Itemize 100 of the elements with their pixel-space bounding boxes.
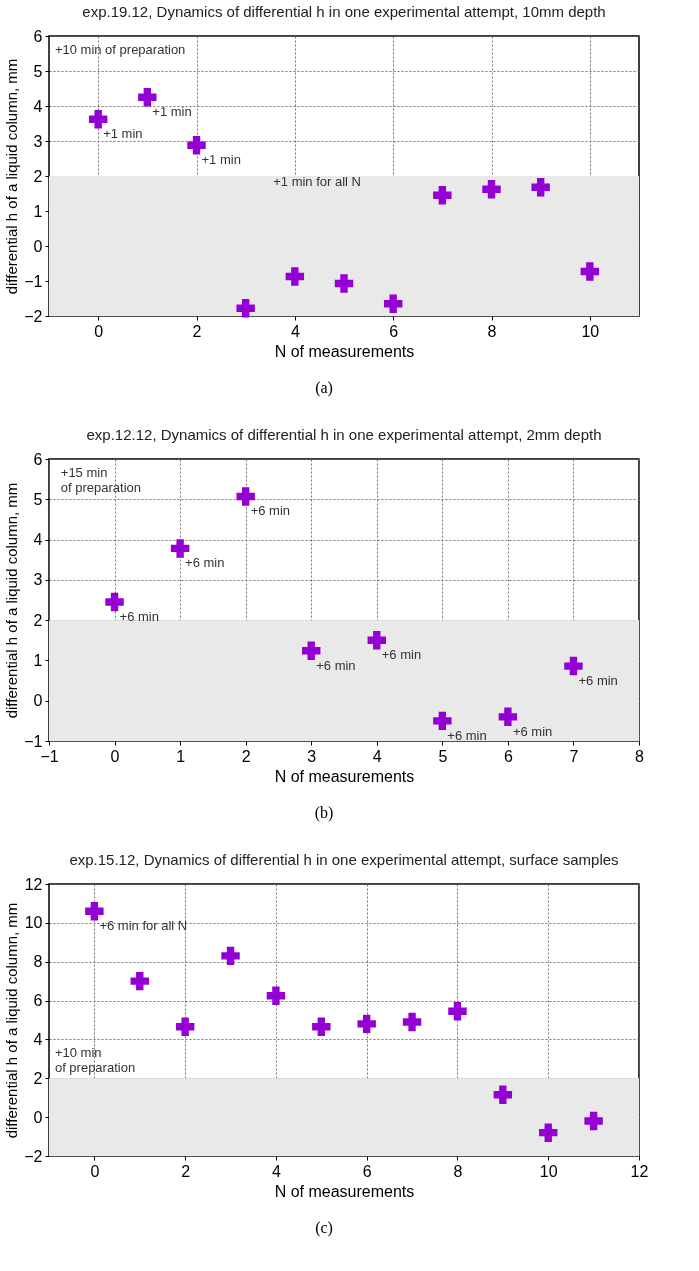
y-tick-label: −2: [24, 307, 43, 325]
point: [105, 592, 124, 612]
y-tick-label: 3: [33, 571, 43, 589]
annotation: +6 min: [447, 727, 487, 743]
x-tick-label: 2: [241, 747, 251, 765]
y-tick-label: 5: [33, 62, 43, 80]
point: [130, 971, 149, 991]
text: (c): [315, 1219, 333, 1237]
point: [539, 1123, 558, 1142]
x-tick-label: 4: [372, 747, 382, 765]
chart-title: exp.19.12, Dynamics of differential h in one experimental attempt, 10mm depth: [82, 3, 606, 20]
point: [531, 177, 550, 197]
annotation: +1 min: [201, 152, 241, 168]
point: [383, 294, 403, 313]
point: [580, 262, 600, 281]
x-tick-label: 8: [487, 322, 497, 340]
annotation: +10 min of preparation: [54, 42, 186, 58]
point: [88, 110, 108, 129]
text: (a): [315, 379, 333, 397]
point: [584, 1111, 603, 1131]
point: [175, 1017, 195, 1037]
y-tick-label: 3: [33, 132, 43, 150]
y-tick-label: 4: [33, 1030, 43, 1048]
x-tick-label: 2: [181, 1162, 191, 1180]
y-tick-label: 2: [33, 167, 43, 185]
y-tick-label: 2: [33, 1069, 43, 1087]
x-tick-label: 4: [271, 1162, 281, 1180]
x-tick-label: 8: [453, 1162, 463, 1180]
point: [357, 1014, 376, 1034]
x-axis-title: N of measurements: [274, 1182, 415, 1200]
point: [498, 707, 518, 727]
point: [433, 186, 452, 205]
x-tick-label: 7: [569, 747, 579, 765]
y-tick-label: −1: [24, 272, 43, 290]
point: [482, 180, 501, 199]
y-tick-label: −1: [24, 732, 43, 750]
point: [236, 487, 255, 506]
point: [138, 88, 157, 107]
annotation: +6 min: [578, 673, 618, 689]
x-tick-label: 12: [630, 1162, 649, 1180]
point: [170, 539, 190, 558]
point: [302, 641, 321, 660]
annotation: +6 min: [185, 555, 225, 571]
y-tick-label: 5: [33, 490, 43, 508]
point: [402, 1012, 422, 1032]
y-tick-label: 6: [33, 992, 43, 1010]
y-axis-title: differential h of a liquid column, mm: [3, 482, 21, 719]
point: [236, 299, 255, 318]
annotation: +6 min for all N: [99, 918, 188, 934]
y-tick-label: 4: [33, 97, 43, 115]
annotation: +1 min: [103, 126, 143, 142]
point: [493, 1085, 513, 1105]
x-tick-label: 1: [176, 747, 186, 765]
y-tick-label: 0: [33, 692, 43, 710]
x-tick-label: 8: [635, 747, 645, 765]
annotation: +15 min of preparation: [60, 465, 142, 496]
point: [448, 1002, 467, 1021]
text: (b): [314, 804, 334, 822]
x-tick-label: 6: [389, 322, 399, 340]
x-tick-label: 3: [307, 747, 317, 765]
y-tick-label: 0: [33, 1108, 43, 1126]
x-tick-label: 5: [438, 747, 448, 765]
x-tick-label: 0: [90, 1162, 100, 1180]
annotation: +6 min: [381, 647, 422, 663]
point: [266, 986, 286, 1005]
annotation: +6 min: [512, 723, 553, 739]
point: [367, 631, 386, 650]
y-tick-label: 1: [33, 651, 43, 669]
point: [564, 656, 583, 676]
y-tick-label: 1: [33, 202, 43, 220]
point: [187, 135, 206, 155]
x-tick-label: 4: [290, 322, 300, 340]
annotation: +10 min of preparation: [54, 1045, 136, 1076]
point: [221, 946, 240, 966]
chart-title: exp.15.12, Dynamics of differential h in one experimental attempt, surface samples: [69, 851, 619, 868]
point: [85, 901, 104, 921]
x-axis-title: N of measurements: [274, 342, 415, 360]
annotation: +1 min for all N: [273, 174, 361, 189]
y-tick-label: 8: [33, 953, 43, 971]
y-axis-title: differential h of a liquid column, mm: [3, 58, 21, 295]
y-tick-label: 2: [33, 611, 43, 629]
chart-title: exp.12.12, Dynamics of differential h in one experimental attempt, 2mm depth: [86, 426, 602, 443]
annotation: +1 min: [152, 104, 192, 120]
x-tick-label: 10: [539, 1162, 558, 1180]
annotation: +6 min: [250, 503, 291, 519]
y-tick-label: 4: [33, 531, 43, 549]
x-tick-label: 0: [110, 747, 120, 765]
y-tick-label: 10: [24, 914, 43, 932]
x-tick-label: 6: [362, 1162, 372, 1180]
y-tick-label: 0: [33, 237, 43, 255]
point: [285, 267, 305, 286]
y-tick-label: 12: [24, 875, 43, 893]
x-axis-title: N of measurements: [274, 767, 415, 785]
x-tick-label: 6: [503, 747, 513, 765]
x-tick-label: 0: [94, 322, 104, 340]
x-tick-label: 10: [581, 322, 600, 340]
x-tick-label: 2: [192, 322, 202, 340]
y-tick-label: 6: [33, 450, 43, 468]
point: [312, 1017, 331, 1037]
y-tick-label: −2: [24, 1147, 43, 1165]
